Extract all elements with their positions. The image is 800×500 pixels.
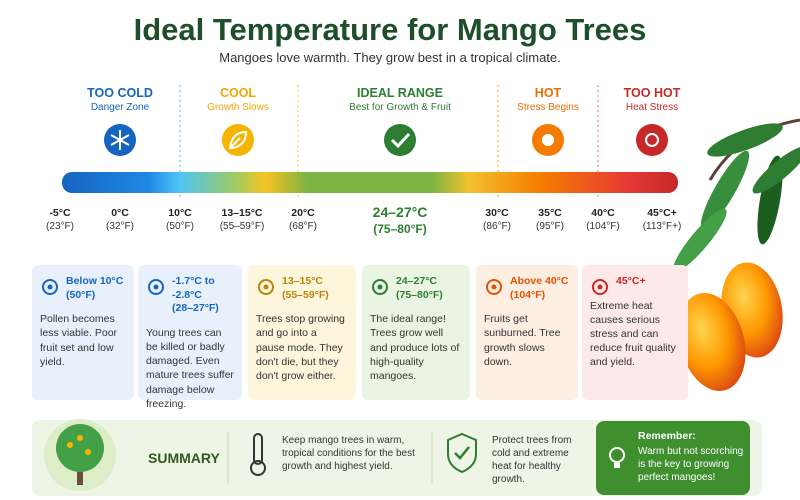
scale-fahrenheit: (50°F)	[166, 221, 194, 232]
card-heading-sub: (55–59°F)	[282, 288, 329, 301]
temperature-card: 24–27°C (75–80°F) The ideal range! Trees g…	[362, 265, 470, 400]
card-icon	[372, 279, 388, 295]
card-heading: -1.7°C to -2.8°C (28–27°F)	[172, 275, 234, 316]
scale-celsius: 13–15°C	[221, 207, 263, 219]
scale-celsius: 30°C	[485, 207, 509, 219]
zone-sub: Stress Begins	[517, 102, 579, 113]
zone-label: TOO HOT	[623, 86, 681, 100]
card-icon	[258, 279, 274, 295]
zone-sub: Best for Growth & Fruit	[349, 102, 451, 113]
card-text: Extreme heat causes serious stress and c…	[590, 299, 676, 369]
scale-celsius: 10°C	[168, 207, 192, 219]
summary-band	[32, 420, 762, 496]
temperature-card: Below 10°C (50°F) Pollen becomes less viab…	[32, 265, 134, 400]
card-icon	[148, 279, 164, 295]
card-heading-sub: (75–80°F)	[396, 288, 443, 301]
card-heading-text: -1.7°C to -2.8°C	[172, 275, 215, 301]
scale-celsius: 40°C	[591, 207, 615, 219]
zone-sub: Heat Stress	[625, 102, 679, 113]
scale-celsius: 0°C	[111, 207, 129, 219]
summary-icons	[44, 419, 750, 495]
scale-fahrenheit: (86°F)	[483, 221, 511, 232]
card-heading-sub: (28–27°F)	[172, 302, 219, 315]
card-icon	[486, 279, 502, 295]
summary-title: SUMMARY	[148, 450, 220, 466]
card-icon	[42, 279, 58, 295]
temperature-card: 45°C+ Extreme heat causes serious stress …	[582, 265, 688, 400]
card-text: Pollen becomes less viable. Poor fruit s…	[40, 313, 118, 368]
zone-sub: Growth Slows	[207, 102, 269, 113]
zone-label: HOT	[534, 86, 562, 100]
mango-illustration	[673, 118, 800, 392]
remember-text: Warm but not scorching is the key to gro…	[638, 446, 744, 483]
zone-icons	[104, 124, 668, 156]
temperature-card: Above 40°C (104°F) Fruits get sunburned. T…	[476, 265, 578, 400]
card-heading-text: 24–27°C	[396, 275, 437, 287]
scale-celsius: -5°C	[49, 207, 71, 219]
scale-fahrenheit: (55–59°F)	[219, 221, 265, 232]
scale-fahrenheit: (68°F)	[289, 221, 317, 232]
zone-label: COOL	[219, 86, 257, 100]
card-heading-text: Above 40°C	[510, 275, 569, 287]
scale-celsius: 24–27°C	[372, 204, 428, 220]
card-heading: 45°C+	[616, 275, 680, 289]
card-icon	[592, 279, 608, 295]
card-text: The ideal range! Trees grow well and pro…	[370, 313, 460, 382]
card-heading-sub: (50°F)	[66, 288, 96, 301]
scale-fahrenheit: (104°F)	[586, 221, 620, 232]
zone-label: IDEAL RANGE	[357, 86, 443, 100]
card-heading-text: 13–15°C	[282, 275, 323, 287]
card-heading: 24–27°C (75–80°F)	[396, 275, 462, 302]
remember-title: Remember:	[638, 430, 696, 442]
card-heading-text: 45°C+	[616, 275, 646, 287]
card-text: Young trees can be killed or badly damag…	[146, 326, 234, 410]
card-heading-text: Below 10°C	[66, 275, 124, 287]
card-heading: Above 40°C (104°F)	[510, 275, 570, 302]
scale-fahrenheit: (113°F+)	[642, 221, 682, 232]
card-heading: Below 10°C (50°F)	[66, 275, 126, 302]
temperature-card: 13–15°C (55–59°F) Trees stop growing and g…	[248, 265, 356, 400]
scale-celsius: 35°C	[538, 207, 562, 219]
summary-item: Protect trees from cold and extreme heat…	[492, 435, 572, 485]
card-heading: 13–15°C (55–59°F)	[282, 275, 348, 302]
temperature-bar	[62, 172, 678, 193]
scale-celsius: 20°C	[291, 207, 315, 219]
summary-item: Keep mango trees in warm, tropical condi…	[282, 435, 415, 472]
zone-sub: Danger Zone	[90, 102, 150, 113]
scale-fahrenheit: (75–80°F)	[373, 222, 427, 236]
scale-fahrenheit: (32°F)	[106, 221, 134, 232]
title: Ideal Temperature for Mango Trees	[133, 12, 647, 47]
card-text: Trees stop growing and go into a pause m…	[256, 313, 345, 382]
card-heading-sub: (104°F)	[510, 288, 546, 301]
temperature-card: -1.7°C to -2.8°C (28–27°F) Young trees can…	[138, 265, 242, 410]
scale-celsius: 45°C+	[647, 207, 677, 219]
subtitle: Mangoes love warmth. They grow best in a…	[219, 50, 561, 65]
scale-fahrenheit: (23°F)	[46, 221, 74, 232]
card-text: Fruits get sunburned. Tree growth slows …	[484, 313, 561, 368]
scale-fahrenheit: (95°F)	[536, 221, 564, 232]
zone-label: TOO COLD	[87, 86, 153, 100]
